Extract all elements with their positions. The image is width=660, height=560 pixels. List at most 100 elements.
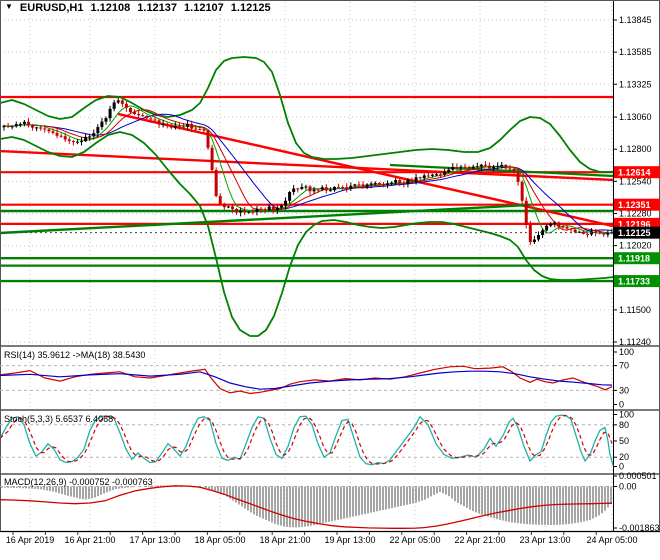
stoch-tick-label: 100: [619, 410, 634, 420]
bull-candle: [35, 127, 39, 129]
bull-candle: [577, 231, 581, 233]
bear-candle: [63, 136, 67, 140]
stoch-tick-label: 80: [619, 420, 629, 430]
time-axis-label: 16 Apr 21:00: [64, 535, 115, 545]
price-badge-bg: [614, 275, 660, 288]
ohlc-open: 1.12108: [90, 2, 131, 14]
moving-averages: [3, 105, 612, 234]
price-tick-label: 1.11500: [619, 305, 651, 315]
bollinger-lower-band: [0, 131, 614, 337]
price-tick-label: 1.11240: [619, 337, 651, 347]
rsi-line: [0, 365, 613, 395]
bear-candle: [508, 168, 512, 170]
bear-candle: [561, 226, 565, 228]
bull-candle: [312, 189, 316, 192]
bear-candle: [120, 100, 124, 104]
support-trendline: [389, 163, 614, 178]
price-tick-label: 1.12020: [619, 241, 652, 251]
time-axis-label: 18 Apr 05:00: [194, 535, 245, 545]
bull-candle: [443, 171, 447, 175]
bull-candle: [606, 233, 610, 235]
bollinger-bands: [0, 56, 614, 337]
bear-candle: [206, 130, 210, 148]
bull-candle: [300, 186, 304, 189]
bear-candle: [6, 125, 10, 127]
bear-candle: [585, 233, 589, 235]
bull-candle: [304, 186, 308, 188]
macd-histogram: [1, 485, 612, 528]
bear-candle: [243, 210, 247, 213]
bear-candle: [516, 171, 520, 182]
bear-candle: [202, 129, 206, 131]
bull-candle: [500, 164, 504, 167]
price-axis[interactable]: 1.13845 1.13585 1.13325 1.13060 1.12800 1.125…: [613, 15, 660, 347]
bull-candle: [80, 141, 84, 143]
macd-tick-label: -0.001863: [619, 523, 660, 533]
bear-candle: [198, 129, 202, 131]
bear-candle: [357, 184, 361, 186]
bear-candle: [565, 227, 569, 229]
bear-candle: [145, 116, 149, 119]
bull-candle: [18, 123, 22, 125]
bear-candle: [524, 200, 528, 225]
bull-candle: [541, 230, 545, 236]
price-badge-label: 1.12351: [618, 200, 651, 210]
rsi-ma-line: [0, 370, 613, 390]
bear-candle: [402, 182, 406, 184]
bull-candle: [492, 166, 496, 169]
bull-candle: [386, 183, 390, 186]
bear-candle: [455, 166, 459, 168]
bull-candle: [22, 121, 26, 124]
rsi-tick-label: 70: [619, 361, 629, 371]
bull-candle: [349, 185, 353, 189]
bear-candle: [426, 175, 430, 177]
ohlc-close: 1.12125: [230, 2, 271, 14]
ohlc-low: 1.12107: [184, 2, 224, 14]
bull-candle: [414, 177, 418, 182]
rsi-axis[interactable]: 100 70 30 0: [613, 347, 634, 410]
bull-candle: [284, 200, 288, 206]
time-axis[interactable]: 16 Apr 2019 16 Apr 21:00 17 Apr 13:00 18 Ap…: [6, 532, 638, 545]
macd-tick-label: 0.000501: [619, 471, 657, 481]
symbol-dropdown-icon[interactable]: ▼: [5, 2, 13, 11]
price-tick-label: 1.12280: [619, 208, 652, 218]
bull-candle: [96, 127, 100, 134]
bear-candle: [259, 208, 263, 210]
bull-candle: [279, 205, 283, 208]
bull-candle: [92, 133, 96, 137]
bull-candle: [471, 166, 475, 169]
bull-candle: [365, 184, 369, 187]
price-badge-label: 1.12196: [618, 219, 651, 229]
bear-candle: [557, 222, 561, 227]
bear-candle: [55, 132, 59, 136]
bull-candle: [406, 179, 410, 184]
bear-candle: [594, 231, 598, 233]
bull-candle: [186, 124, 190, 127]
bear-candle: [271, 206, 275, 211]
bear-candle: [341, 187, 345, 189]
bull-candle: [545, 225, 549, 231]
rsi-indicator-label: RSI(14) 35.9612 ->MA(18) 38.5430: [4, 350, 146, 360]
macd-signal-line: [0, 485, 613, 529]
bull-candle: [100, 121, 104, 128]
bull-candle: [532, 239, 536, 243]
bear-candle: [377, 182, 381, 185]
bear-candle: [26, 121, 30, 126]
bear-candle: [296, 188, 300, 190]
bull-candle: [104, 118, 108, 122]
bear-candle: [488, 165, 492, 169]
bull-candle: [84, 136, 88, 142]
bear-candle: [598, 232, 602, 234]
bull-candle: [112, 102, 116, 109]
bear-candle: [67, 139, 71, 142]
bear-candle: [410, 179, 414, 182]
bear-candle: [345, 187, 349, 189]
bull-candle: [320, 187, 324, 190]
ma-fast-green: [3, 105, 612, 234]
bull-candle: [161, 123, 165, 125]
bull-candle: [226, 206, 230, 208]
